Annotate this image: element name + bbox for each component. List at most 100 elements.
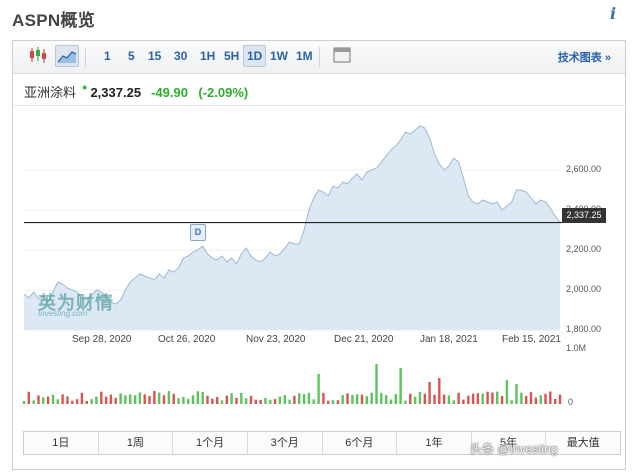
interval-5[interactable]: 5 — [128, 49, 135, 63]
volume-bar — [129, 394, 132, 404]
last-price-tag: 2,337.25 — [562, 208, 606, 223]
interval-15[interactable]: 15 — [148, 49, 162, 63]
range-0[interactable]: 1日 — [24, 432, 99, 454]
volume-bar — [109, 394, 113, 404]
window-icon[interactable] — [331, 45, 353, 65]
live-dot-icon: ● — [82, 82, 88, 92]
volume-bar — [158, 392, 161, 404]
range-2[interactable]: 1个月 — [173, 432, 248, 454]
area-chart-icon[interactable] — [55, 45, 79, 67]
volume-bar — [124, 395, 127, 404]
volume-bar — [288, 399, 291, 404]
dividend-marker[interactable]: D — [190, 224, 206, 241]
volume-bar — [100, 391, 103, 404]
range-4[interactable]: 6个月 — [323, 432, 398, 454]
technical-chart-link[interactable]: 技术图表 » — [557, 52, 611, 64]
volume-bar — [360, 394, 364, 404]
interval-1[interactable]: 1 — [104, 49, 111, 63]
volume-bar — [462, 399, 465, 404]
watermark-logo-sub: Investing.com — [38, 309, 88, 318]
volume-bar — [438, 378, 441, 404]
interval-30[interactable]: 30 — [174, 49, 188, 63]
volume-bar — [346, 393, 349, 404]
x-tick: Jan 18, 2021 — [420, 334, 478, 345]
volume-bar — [433, 394, 436, 404]
x-tick: Sep 28, 2020 — [72, 334, 132, 345]
volume-bar — [505, 380, 509, 404]
volume-bar — [119, 393, 122, 404]
volume-bar — [500, 395, 504, 404]
volume-bar — [42, 397, 45, 404]
volume-bar — [365, 396, 368, 404]
x-tick: Oct 26, 2020 — [158, 334, 216, 345]
volume-bar — [95, 396, 98, 404]
volume-bar — [327, 400, 330, 404]
volume-bar — [143, 394, 146, 404]
range-7[interactable]: 最大值 — [566, 437, 600, 449]
volume-bar — [418, 391, 422, 404]
volume-bar — [27, 391, 30, 404]
y-tick: 2,200.00 — [566, 244, 602, 254]
volume-bar — [351, 394, 354, 404]
instrument-name: 亚洲涂料 — [24, 85, 77, 100]
volume-bar — [312, 399, 315, 404]
interval-1H[interactable]: 1H — [200, 49, 216, 63]
volume-bar — [389, 399, 393, 404]
volume-axis-zero: 0 — [568, 397, 574, 407]
volume-bar — [385, 395, 388, 404]
footer-watermark: 头条 @Investing — [470, 442, 558, 456]
volume-bar — [182, 396, 185, 404]
volume-bar — [46, 396, 50, 404]
volume-bar — [331, 400, 335, 404]
volume-bar — [529, 392, 533, 404]
info-icon[interactable]: i — [610, 4, 617, 23]
volume-bar — [66, 396, 69, 404]
y-tick: 2,600.00 — [566, 164, 602, 174]
volume-bar — [172, 393, 175, 404]
volume-bar — [298, 393, 301, 404]
volume-bar — [399, 368, 402, 404]
volume-bar — [187, 399, 190, 404]
x-tick: Dec 21, 2020 — [334, 334, 394, 345]
volume-bar — [90, 399, 93, 404]
interval-5H[interactable]: 5H — [224, 49, 240, 63]
volume-bar — [235, 397, 238, 404]
volume-bar — [394, 394, 397, 404]
volume-bar — [138, 392, 142, 404]
interval-1M[interactable]: 1M — [296, 49, 313, 63]
volume-bar — [80, 392, 84, 404]
interval-1D[interactable]: 1D — [243, 45, 267, 67]
volume-bar — [191, 395, 195, 404]
range-1[interactable]: 1周 — [99, 432, 174, 454]
widget-title: ASPN概览 — [12, 11, 96, 30]
y-tick: 2,000.00 — [566, 284, 602, 294]
volume-axis-max: 1.0M — [566, 343, 587, 353]
volume-bar — [452, 400, 455, 404]
volume-bar — [196, 391, 199, 404]
range-6[interactable]: 5年 — [472, 432, 547, 454]
volume-bar — [148, 396, 151, 404]
toolbar-separator — [319, 47, 320, 67]
candlestick-icon[interactable] — [27, 45, 49, 65]
range-5[interactable]: 1年 — [397, 432, 472, 454]
volume-bar — [525, 396, 528, 404]
volume-bar — [85, 401, 88, 404]
price-change: -49.90 — [151, 85, 188, 100]
volume-bar — [467, 395, 470, 404]
volume-bar — [32, 400, 35, 404]
volume-bar — [520, 392, 523, 404]
volume-bar — [259, 399, 262, 404]
quote-row: 亚洲涂料 ● 2,337.25 -49.90 (-2.09%) — [24, 82, 248, 102]
interval-1W[interactable]: 1W — [270, 49, 288, 63]
range-3[interactable]: 3个月 — [248, 432, 323, 454]
volume-bar — [317, 374, 320, 404]
volume-bar — [510, 400, 513, 404]
volume-bar — [249, 395, 253, 404]
volume-bar — [554, 398, 557, 404]
volume-bar — [56, 399, 59, 404]
volume-bar — [71, 400, 74, 404]
range-bar: 1日 1周 1个月 3个月 6个月 1年 5年 最大值 — [23, 431, 621, 455]
volume-bar — [534, 397, 538, 404]
volume-bar — [515, 384, 518, 404]
